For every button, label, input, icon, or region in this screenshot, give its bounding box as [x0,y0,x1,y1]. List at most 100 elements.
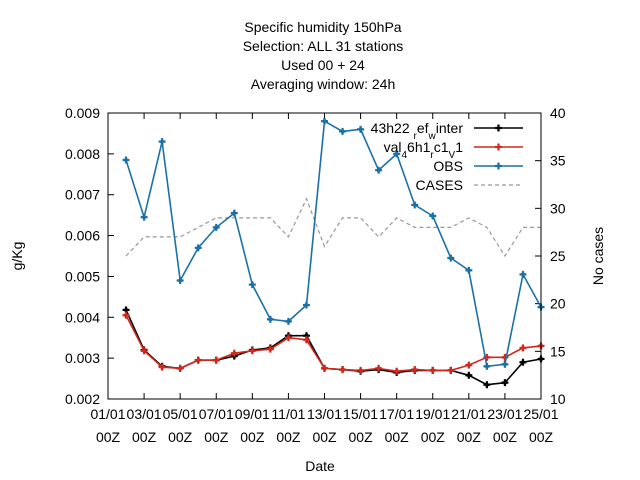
point-dot [142,215,147,220]
point-dot [196,245,201,250]
x-tick-label-time: 00Z [493,429,518,445]
series-point [158,138,166,146]
point-dot [466,373,471,378]
chart-title: Specific humidity 150hPa Selection: ALL 3… [243,19,404,92]
x-tick-label: 07/01 [199,406,234,422]
point-dot [286,319,291,324]
series-point [230,209,238,217]
point-dot [322,119,327,124]
y-tick-label: 0.003 [65,350,100,366]
series-point [483,362,491,370]
chart-title-line: Used 00 + 24 [281,57,365,73]
x-tick-label: 13/01 [307,406,342,422]
y-tick-label: 0.007 [65,187,100,203]
series-point [447,366,455,374]
point-dot [232,211,237,216]
series-point [321,364,328,372]
x-tick-label-time: 00Z [457,429,482,445]
series-point [158,363,166,371]
point-dot [448,368,453,373]
series-point [266,345,274,353]
series-line [125,314,542,373]
point-dot [268,317,273,322]
point-dot [448,256,453,261]
x-tick-label-time: 00Z [385,429,410,445]
series-point [122,311,130,319]
series-point [519,344,527,352]
legend-label-part: OBS [433,158,463,174]
point-dot [502,362,507,367]
point-dot [304,303,309,308]
y2-tick-label: 25 [550,248,566,264]
series-point [302,301,310,309]
series-point [176,277,184,285]
point-dot [520,272,525,277]
point-dot [142,348,147,353]
point-dot [160,365,165,370]
plot-frame [107,112,542,400]
series-point [230,349,238,357]
series-point [248,347,256,355]
legend-label: 43h22 refwinter [371,120,464,142]
y-tick-label: 0.006 [65,228,100,244]
x-tick-label-time: 00Z [529,429,554,445]
series-point [465,371,473,379]
series-point [429,212,437,220]
axis-ticks: 0.002 0.003 0.004 0.005 0.006 0.007 0.008 0.009… [65,105,566,445]
series-point [339,127,347,135]
legend-label-part: 4 [401,150,407,161]
x-tick-label-time: 00Z [204,429,229,445]
point-dot [124,313,129,318]
point-dot [394,369,399,374]
point-dot [124,157,129,162]
y2-tick-label: 40 [550,105,566,121]
x-tick-label-time: 00Z [312,429,337,445]
x-tick-label: 19/01 [415,406,450,422]
point-dot [232,351,237,356]
series-point [284,334,292,342]
series-point [393,367,401,375]
x-tick-label: 25/01 [523,406,558,422]
legend-label-part: V [449,150,456,161]
point-dot [250,348,255,353]
series-point [519,270,527,278]
series-point [302,336,310,344]
series-point [284,317,292,325]
series-point [176,364,184,372]
point-dot [394,151,399,156]
x-axis-label: Date [305,458,335,474]
legend-label-part: c1 [434,139,449,155]
series-point [519,358,527,366]
y2-tick-label: 15 [550,343,566,359]
series-line [125,119,542,368]
series-point [140,347,148,355]
series-point [501,360,509,368]
x-tick-label: 17/01 [379,406,414,422]
point-dot [412,367,417,372]
x-tick-label: 01/01 [90,406,125,422]
series-point [248,281,256,289]
x-tick-label: 15/01 [343,406,378,422]
series-point [393,150,401,158]
y-tick-label: 0.002 [65,391,100,407]
legend-label-part: inter [436,120,464,136]
x-tick-label-time: 00Z [132,429,157,445]
point-dot [250,282,255,287]
point-dot [178,278,183,283]
point-dot [376,168,381,173]
legend-label: val46h1rc1V1 [384,139,464,161]
legend-label-part: 43h22 [371,120,414,136]
series-point [429,366,437,374]
x-tick-label-time: 00Z [168,429,193,445]
point-dot [520,360,525,365]
series-point [483,381,491,389]
series-point [411,201,419,209]
series-line [125,197,541,258]
legend-label-part: ef [417,120,429,136]
series-point [357,125,365,133]
x-tick-label-time: 00Z [96,429,121,445]
x-tick-label: 03/01 [127,406,162,422]
point-dot [214,225,219,230]
series-point [357,366,365,374]
point-dot [160,139,165,144]
